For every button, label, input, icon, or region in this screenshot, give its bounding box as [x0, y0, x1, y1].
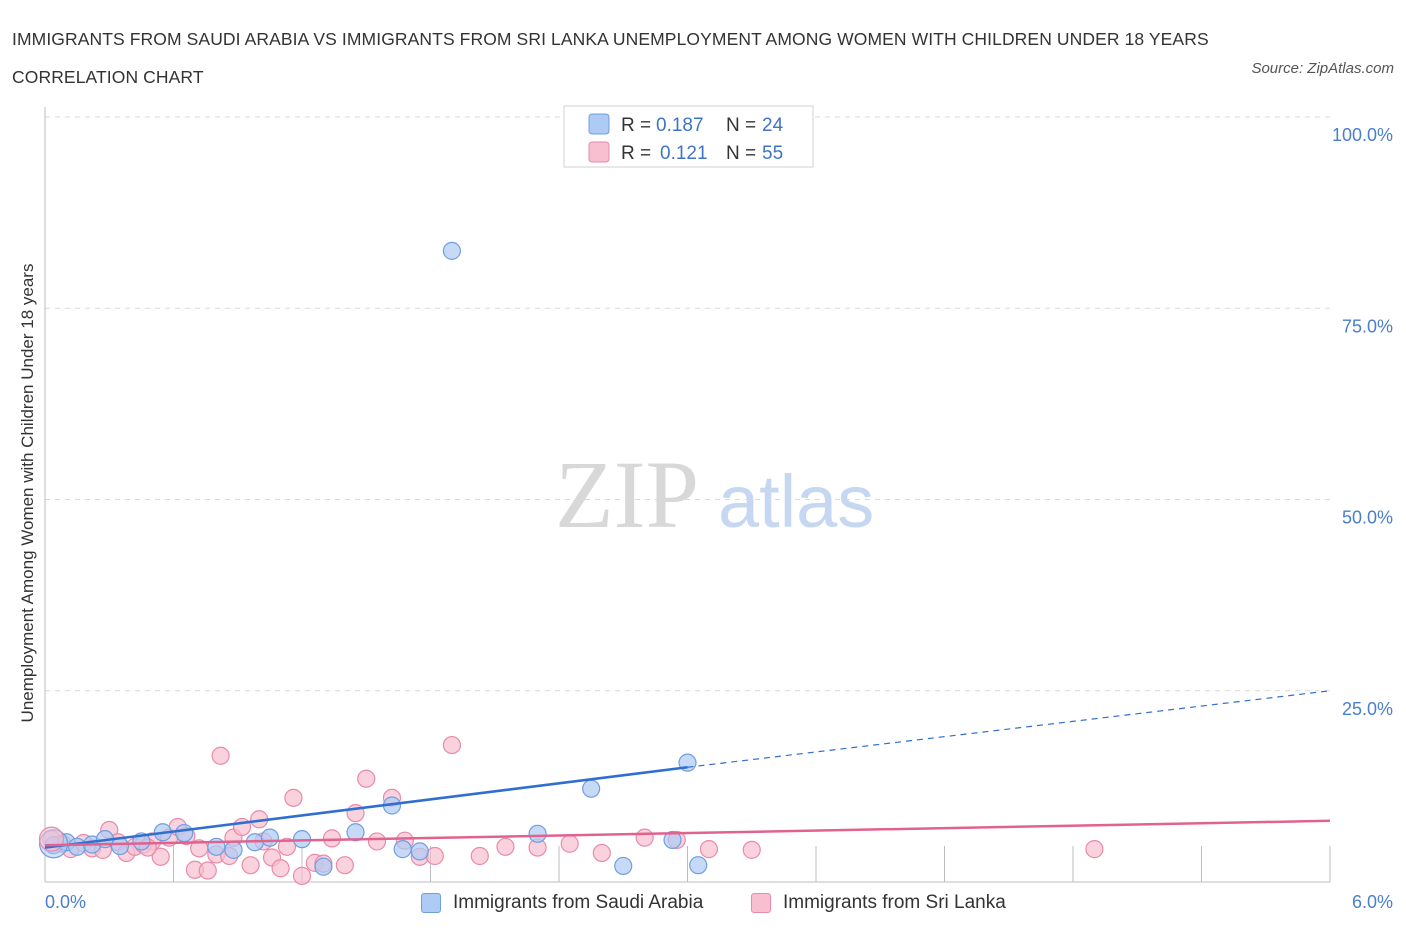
- tick-layer: 25.0% 50.0% 75.0% 100.0% 0.0% 6.0%: [45, 125, 1393, 912]
- y-tick-label-75: 75.0%: [1342, 316, 1393, 336]
- series-swatch-saudi: [421, 893, 441, 913]
- y-axis-label: Unemployment Among Women with Children U…: [18, 264, 37, 723]
- grid-layer: [45, 116, 1330, 692]
- point-layer: [38, 241, 1104, 885]
- watermark-zip: ZIP: [555, 441, 699, 548]
- point-saudi: [689, 856, 708, 875]
- trendline-saudi: [44, 766, 688, 849]
- point-saudi: [614, 856, 633, 876]
- point-srilanka: [560, 834, 579, 853]
- legend-r-label-saudi: R =: [621, 115, 651, 136]
- y-tick-label-100: 100.0%: [1332, 125, 1393, 145]
- point-srilanka: [284, 788, 303, 807]
- point-saudi: [442, 241, 462, 260]
- legend-n-label-saudi: N =: [726, 115, 756, 136]
- point-srilanka: [442, 735, 462, 755]
- legend-n-label-srilanka: N =: [726, 143, 756, 164]
- point-saudi: [175, 823, 194, 843]
- series-label-srilanka: Immigrants from Sri Lanka: [783, 892, 1006, 913]
- x-tick-label-max: 6.0%: [1352, 892, 1393, 912]
- point-saudi: [346, 823, 365, 842]
- y-tick-label-25: 25.0%: [1342, 699, 1393, 719]
- point-saudi: [314, 857, 333, 876]
- point-srilanka: [151, 847, 170, 866]
- series-legend-item-saudi: Immigrants from Saudi Arabia: [421, 889, 703, 917]
- point-srilanka: [322, 829, 342, 848]
- point-srilanka: [592, 843, 611, 863]
- watermark-atlas: atlas: [718, 460, 874, 543]
- point-saudi: [68, 837, 87, 856]
- point-saudi: [224, 840, 243, 859]
- point-srilanka: [367, 832, 387, 851]
- point-srilanka: [496, 837, 515, 856]
- legend-n-value-srilanka: 55: [762, 143, 783, 164]
- point-saudi: [260, 828, 279, 847]
- trendline-saudi-projection: [687, 690, 1331, 768]
- point-saudi: [393, 840, 412, 859]
- point-srilanka: [335, 856, 354, 875]
- point-srilanka: [357, 769, 376, 788]
- legend-r-value-saudi: 0.187: [656, 115, 704, 136]
- point-srilanka: [271, 859, 290, 878]
- source-label: Source: ZipAtlas.com: [1251, 60, 1394, 77]
- point-saudi: [410, 842, 429, 861]
- series-legend: Immigrants from Saudi Arabia Immigrants …: [0, 889, 1406, 917]
- point-srilanka: [1085, 840, 1104, 859]
- point-srilanka: [635, 828, 654, 847]
- point-srilanka: [742, 840, 761, 859]
- legend-r-label-srilanka: R =: [621, 143, 651, 164]
- point-srilanka: [241, 856, 260, 875]
- point-srilanka: [699, 840, 719, 859]
- point-srilanka: [211, 746, 230, 765]
- legend-r-value-srilanka: 0.121: [660, 143, 708, 164]
- series-swatch-srilanka: [751, 893, 771, 913]
- legend-swatch-saudi: [588, 113, 610, 135]
- x-tick-label-min: 0.0%: [45, 892, 86, 912]
- trend-layer: [44, 690, 1331, 849]
- point-srilanka: [277, 837, 297, 856]
- point-saudi: [582, 779, 601, 798]
- point-srilanka: [198, 861, 217, 880]
- series-label-saudi: Immigrants from Saudi Arabia: [453, 892, 704, 913]
- trendline-srilanka: [44, 819, 1331, 847]
- legend-n-value-saudi: 24: [762, 115, 784, 136]
- legend-swatch-srilanka: [588, 141, 610, 163]
- point-srilanka: [292, 866, 312, 885]
- series-legend-item-srilanka: Immigrants from Sri Lanka: [751, 889, 1006, 917]
- axis-layer: [44, 107, 1331, 883]
- point-saudi: [528, 824, 547, 843]
- y-tick-label-50: 50.0%: [1342, 508, 1393, 528]
- chart-title: IMMIGRANTS FROM SAUDI ARABIA VS IMMIGRAN…: [12, 29, 1209, 87]
- point-srilanka: [425, 846, 444, 866]
- stats-legend: R = 0.187 N = 24 R = 0.121 N = 55: [563, 105, 814, 168]
- point-saudi: [663, 830, 682, 850]
- point-srilanka: [470, 846, 489, 866]
